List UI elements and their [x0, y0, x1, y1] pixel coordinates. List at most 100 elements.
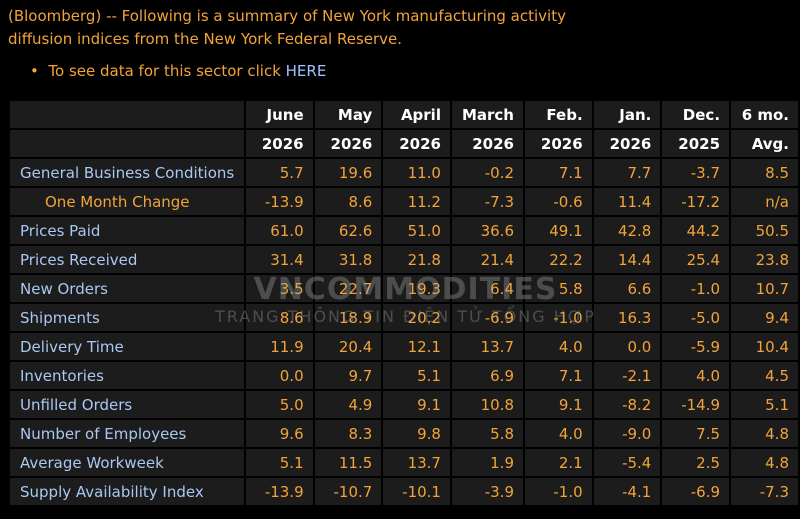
- cell-value: -6.9: [662, 478, 730, 505]
- header-blank: [10, 101, 244, 128]
- column-header: 2026: [593, 130, 661, 157]
- cell-value: 44.2: [662, 217, 730, 244]
- data-row: Prices Paid 61.0 62.6 51.0 36.6 49.1 42.8 44.2 5…: [10, 217, 798, 244]
- cell-value: 5.8: [525, 275, 592, 302]
- intro: (Bloomberg) -- Following is a summary of…: [8, 5, 566, 51]
- cell-value: -8.2: [593, 391, 661, 418]
- cell-value: 11.0: [383, 159, 450, 186]
- cell-value: 4.0: [662, 362, 730, 389]
- cell-value: -0.2: [451, 159, 523, 186]
- cell-value: 42.8: [593, 217, 661, 244]
- cell-value: 25.4: [662, 246, 730, 273]
- data-row: Supply Availability Index -13.9 -10.7 -10.1…: [10, 478, 798, 505]
- cell-value: -13.9: [245, 188, 313, 215]
- cell-value: 1.9: [451, 449, 523, 476]
- column-header: Dec.: [662, 101, 730, 128]
- data-row: Prices Received 31.4 31.8 21.8 21.4 22.2 14.4 2…: [10, 246, 798, 273]
- data-row: Delivery Time 11.9 20.4 12.1 13.7 4.0 0.0 -5.9 1…: [10, 333, 798, 360]
- cell-value: -3.7: [662, 159, 730, 186]
- data-row: Average Workweek 5.1 11.5 13.7 1.9 2.1 -5.4 2.5…: [10, 449, 798, 476]
- column-header: Feb.: [525, 101, 592, 128]
- data-row: Inventories 0.0 9.7 5.1 6.9 7.1 -2.1 4.0 4.5: [10, 362, 798, 389]
- cell-value: 23.8: [731, 246, 798, 273]
- cell-value: -3.9: [451, 478, 523, 505]
- cell-value: 49.1: [525, 217, 592, 244]
- cell-value: 9.1: [525, 391, 592, 418]
- row-label: One Month Change: [10, 188, 244, 215]
- cell-value: 10.4: [731, 333, 798, 360]
- cell-value: -5.0: [662, 304, 730, 331]
- cell-value: 62.6: [314, 217, 382, 244]
- intro-line: diffusion indices from the New York Fede…: [8, 30, 403, 48]
- cell-value: 20.2: [383, 304, 450, 331]
- cell-value: 4.9: [314, 391, 382, 418]
- data-table: June May April March Feb. Jan. Dec. 6 mo. 2026 20…: [8, 99, 800, 507]
- cell-value: 9.6: [245, 420, 313, 447]
- cell-value: 50.5: [731, 217, 798, 244]
- cell-value: 0.0: [593, 333, 661, 360]
- link[interactable]: HERE: [285, 62, 327, 80]
- column-header: 2026: [525, 130, 592, 157]
- data-row: General Business Conditions 5.7 19.6 11.0 -0…: [10, 159, 798, 186]
- cell-value: 4.8: [731, 449, 798, 476]
- cell-value: 21.4: [451, 246, 523, 273]
- cell-value: -4.1: [593, 478, 661, 505]
- row-label: Average Workweek: [10, 449, 244, 476]
- cell-value: -1.0: [662, 275, 730, 302]
- column-header: June: [245, 101, 313, 128]
- cell-value: 14.4: [593, 246, 661, 273]
- row-label: Delivery Time: [10, 333, 244, 360]
- cell-value: 4.0: [525, 333, 592, 360]
- cell-value: 51.0: [383, 217, 450, 244]
- cell-value: 5.7: [245, 159, 313, 186]
- cell-value: -17.2: [662, 188, 730, 215]
- cell-value: -10.1: [383, 478, 450, 505]
- cell-value: 2.1: [525, 449, 592, 476]
- cell-value: 13.7: [451, 333, 523, 360]
- cell-value: 5.1: [383, 362, 450, 389]
- cell-value: 12.1: [383, 333, 450, 360]
- column-header: Jan.: [593, 101, 661, 128]
- cell-value: -9.0: [593, 420, 661, 447]
- cell-value: -7.3: [451, 188, 523, 215]
- cell-value: 16.3: [593, 304, 661, 331]
- row-label: Supply Availability Index: [10, 478, 244, 505]
- cell-value: 5.8: [451, 420, 523, 447]
- cell-value: 9.7: [314, 362, 382, 389]
- cell-value: -2.1: [593, 362, 661, 389]
- cell-value: 6.4: [451, 275, 523, 302]
- cell-value: -7.3: [731, 478, 798, 505]
- column-header: May: [314, 101, 382, 128]
- column-header: 2025: [662, 130, 730, 157]
- row-label: Prices Paid: [10, 217, 244, 244]
- header-row: 2026 2026 2026 2026 2026 2026 2025 Avg.: [10, 130, 798, 157]
- column-header: 6 mo.: [731, 101, 798, 128]
- column-header: 2026: [383, 130, 450, 157]
- row-label: General Business Conditions: [10, 159, 244, 186]
- cell-value: 9.4: [731, 304, 798, 331]
- cell-value: 11.2: [383, 188, 450, 215]
- row-label: Shipments: [10, 304, 244, 331]
- cell-value: 7.5: [662, 420, 730, 447]
- cell-value: 19.3: [383, 275, 450, 302]
- cell-value: 22.2: [525, 246, 592, 273]
- cell-value: 5.1: [731, 391, 798, 418]
- cell-value: 11.9: [245, 333, 313, 360]
- cell-value: 22.7: [314, 275, 382, 302]
- cell-value: 6.9: [451, 362, 523, 389]
- column-header: 2026: [451, 130, 523, 157]
- row-label: Prices Received: [10, 246, 244, 273]
- data-row: Unfilled Orders 5.0 4.9 9.1 10.8 9.1 -8.2 -14.9…: [10, 391, 798, 418]
- header-blank: [10, 130, 244, 157]
- cell-value: 11.5: [314, 449, 382, 476]
- cell-value: 31.8: [314, 246, 382, 273]
- cell-value: -1.0: [525, 478, 592, 505]
- cell-value: 11.4: [593, 188, 661, 215]
- cell-value: 8.3: [314, 420, 382, 447]
- cell-value: 7.1: [525, 159, 592, 186]
- row-label: New Orders: [10, 275, 244, 302]
- cell-value: 5.1: [245, 449, 313, 476]
- column-header: 2026: [314, 130, 382, 157]
- intro-line: (Bloomberg) -- Following is a summary of…: [8, 7, 566, 25]
